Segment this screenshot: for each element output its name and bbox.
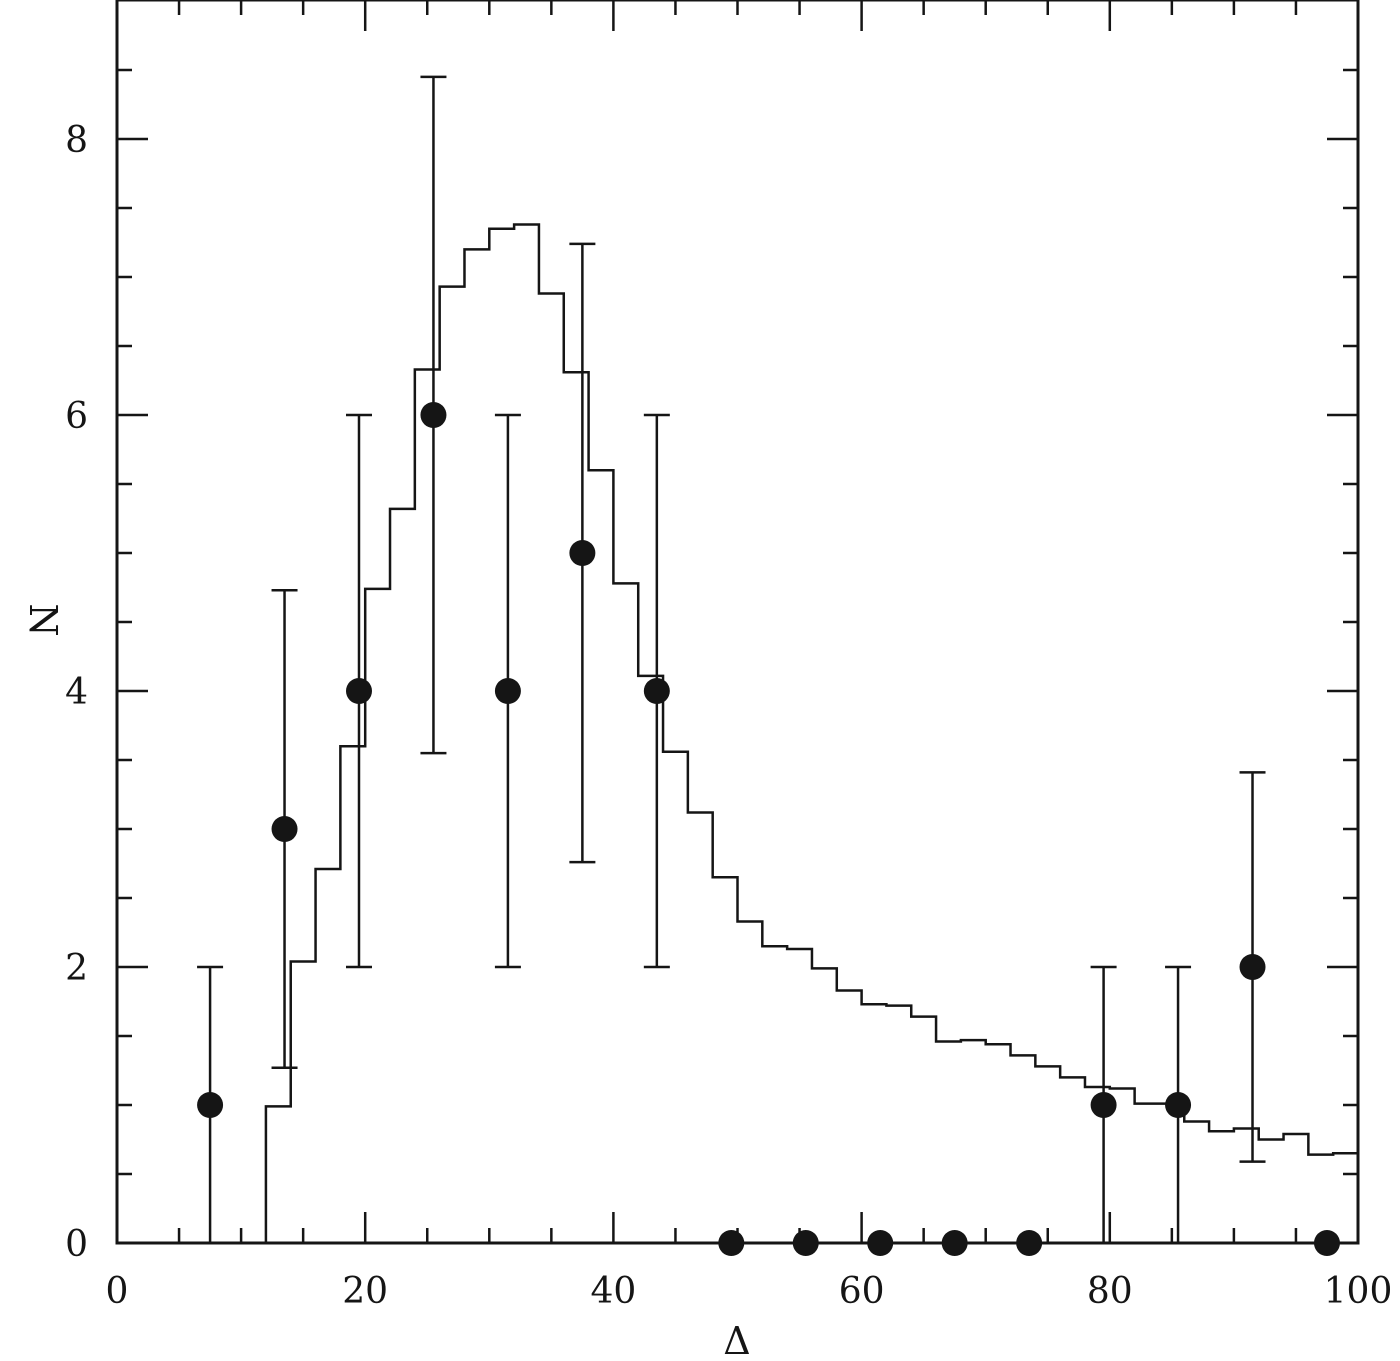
x-tick-label: 60 bbox=[839, 1271, 885, 1312]
x-axis-label: Δ bbox=[723, 1319, 750, 1361]
y-tick-label: 8 bbox=[65, 120, 88, 161]
y-axis-label: N bbox=[21, 603, 65, 636]
data-point-marker bbox=[643, 678, 670, 704]
y-tick-labels: 0 2 4 6 8 bbox=[65, 120, 88, 1265]
error-bars bbox=[197, 75, 1266, 1243]
plot-frame bbox=[115, 0, 1360, 1245]
data-point-marker bbox=[1165, 1092, 1192, 1118]
data-point-marker bbox=[271, 816, 298, 842]
y-tick-label: 2 bbox=[65, 948, 88, 989]
model-histogram bbox=[264, 223, 1358, 1243]
data-point-marker bbox=[1239, 954, 1266, 980]
x-tick-labels: 0 20 40 60 80 100 bbox=[106, 1271, 1393, 1312]
x-tick-label: 40 bbox=[590, 1271, 636, 1312]
data-point-marker bbox=[494, 678, 521, 704]
data-point-marker bbox=[345, 678, 372, 704]
x-tick-label: 0 bbox=[106, 1271, 129, 1312]
histogram-step-line bbox=[264, 223, 1358, 1243]
y-tick-label: 4 bbox=[65, 672, 88, 713]
axis-ticks bbox=[115, 0, 1360, 1245]
x-tick-label: 80 bbox=[1087, 1271, 1133, 1312]
x-tick-label: 100 bbox=[1324, 1271, 1393, 1312]
data-point-marker bbox=[197, 1092, 224, 1118]
y-tick-label: 6 bbox=[65, 396, 88, 437]
data-point-marker bbox=[1090, 1092, 1117, 1118]
data-point-marker bbox=[569, 540, 596, 566]
data-points bbox=[197, 402, 1340, 1256]
y-tick-label: 0 bbox=[65, 1224, 88, 1265]
data-point-marker bbox=[420, 402, 447, 428]
x-tick-label: 20 bbox=[342, 1271, 388, 1312]
